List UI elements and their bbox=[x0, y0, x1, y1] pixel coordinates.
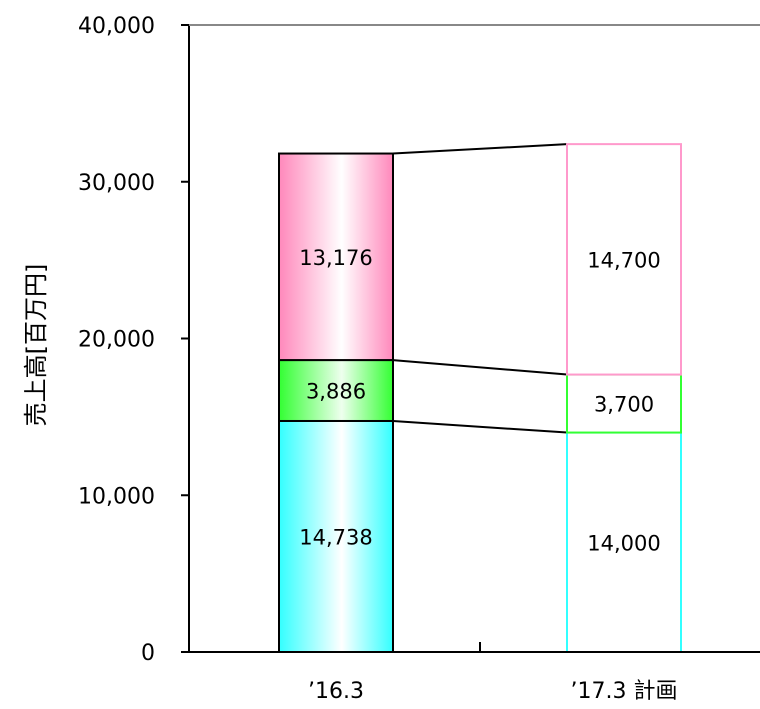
data-label-1-0: 14,000 bbox=[587, 531, 660, 555]
data-label-0-1: 3,886 bbox=[306, 380, 366, 404]
data-label-1-2: 14,700 bbox=[587, 248, 660, 272]
y-axis-title: 売上高[百万円] bbox=[22, 264, 50, 427]
bar-segment-1-1 bbox=[566, 373, 682, 434]
data-label-1-1: 3,700 bbox=[594, 393, 654, 417]
y-tick-label-2: 20,000 bbox=[78, 328, 155, 353]
x-tick-label-0: ’16.3 bbox=[308, 679, 364, 704]
bar-segment-1-0 bbox=[566, 431, 682, 653]
connector-line-2 bbox=[392, 143, 568, 155]
y-tick-label-4: 40,000 bbox=[78, 14, 155, 39]
bar-segment-0-2 bbox=[278, 152, 394, 362]
axes: ’16.3 ’17.3 計画 0 10,000 20,000 30,000 40,000 bbox=[78, 14, 760, 704]
bar-segment-0-1 bbox=[278, 359, 394, 422]
bar-segment-0-0 bbox=[278, 419, 394, 653]
y-tick-label-1: 10,000 bbox=[78, 484, 155, 509]
labels: 14,738 3,886 13,176 14,000 3,700 14,700 bbox=[299, 246, 660, 555]
connector-line-0 bbox=[392, 419, 568, 434]
series-connectors bbox=[392, 143, 568, 434]
bars bbox=[278, 143, 682, 653]
x-tick-label-1: ’17.3 計画 bbox=[571, 679, 678, 704]
data-label-0-0: 14,738 bbox=[299, 525, 372, 549]
bar-segment-1-2 bbox=[566, 143, 682, 376]
y-tick-label-3: 30,000 bbox=[78, 171, 155, 196]
y-tick-label-0: 0 bbox=[141, 641, 155, 666]
connector-line-1 bbox=[392, 359, 568, 376]
data-label-0-2: 13,176 bbox=[299, 246, 372, 270]
